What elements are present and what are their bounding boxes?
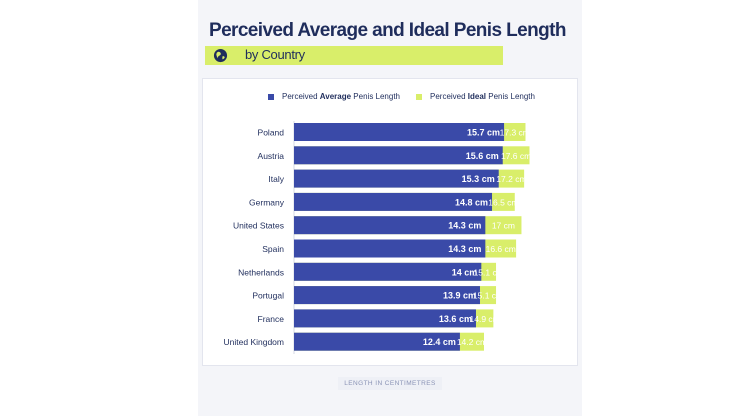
category-label-0: Poland (258, 128, 285, 138)
value-label-average-3: 14.8 cm (455, 197, 488, 207)
category-label-6: Netherlands (238, 267, 284, 277)
bar-average-7 (294, 286, 480, 305)
x-axis-label-wrap: LENGTH IN CENTIMETRES (202, 372, 578, 390)
value-label-average-7: 13.9 cm (443, 291, 476, 301)
value-label-average-8: 13.6 cm (439, 314, 472, 324)
legend-average-swatch (268, 93, 274, 100)
category-label-1: Austria (258, 151, 285, 161)
category-label-3: Germany (249, 197, 285, 207)
value-label-ideal-5: 16.6 cm (486, 244, 516, 254)
globe-icon (213, 48, 228, 63)
value-label-ideal-0: 17.3 cm (500, 128, 530, 138)
category-label-4: United States (233, 221, 284, 231)
value-label-ideal-1: 17.6 cm (501, 151, 531, 161)
chart-title: Perceived Average and Ideal Penis Length (209, 20, 566, 41)
value-label-ideal-7: 15.1 cm (473, 291, 503, 301)
bar-average-9 (294, 332, 460, 351)
bar-average-8 (294, 309, 476, 328)
bar-average-5 (294, 239, 486, 258)
bar-average-2 (294, 169, 499, 188)
value-label-average-5: 14.3 cm (448, 244, 481, 254)
category-label-5: Spain (262, 244, 284, 254)
chart-subtitle: by Country (245, 47, 305, 62)
value-label-ideal-6: 15.1 cm (474, 267, 504, 277)
value-label-ideal-4: 17 cm (492, 221, 515, 231)
x-axis-label: LENGTH IN CENTIMETRES (338, 377, 442, 390)
value-label-ideal-9: 14.2 cm (457, 337, 487, 347)
category-label-8: France (258, 314, 285, 324)
legend-average: Perceived Average Penis Length (268, 92, 400, 101)
category-label-7: Portugal (252, 291, 284, 301)
legend-ideal: Perceived Ideal Penis Length (416, 92, 535, 101)
legend-average-label: Perceived Average Penis Length (282, 92, 401, 101)
value-label-average-6: 14 cm (452, 267, 478, 277)
value-label-ideal-3: 16.5 cm (488, 197, 518, 207)
category-label-9: United Kingdom (224, 337, 284, 347)
subtitle-band (205, 46, 503, 65)
bar-average-0 (294, 123, 505, 141)
legend-ideal-swatch (416, 93, 422, 100)
value-label-average-2: 15.3 cm (462, 174, 495, 184)
value-label-ideal-8: 14.9 cm (470, 314, 500, 324)
legend-ideal-label: Perceived Ideal Penis Length (430, 92, 535, 101)
value-label-ideal-2: 17.2 cm (496, 174, 526, 184)
bar-average-6 (294, 262, 482, 281)
value-label-average-4: 14.3 cm (448, 221, 481, 231)
bar-average-1 (294, 146, 503, 165)
bar-average-3 (294, 192, 493, 211)
value-label-average-0: 15.7 cm (467, 128, 500, 138)
value-label-average-9: 12.4 cm (423, 337, 456, 347)
value-label-average-1: 15.6 cm (466, 151, 499, 161)
category-label-2: Italy (268, 174, 284, 184)
bar-average-4 (294, 216, 486, 235)
